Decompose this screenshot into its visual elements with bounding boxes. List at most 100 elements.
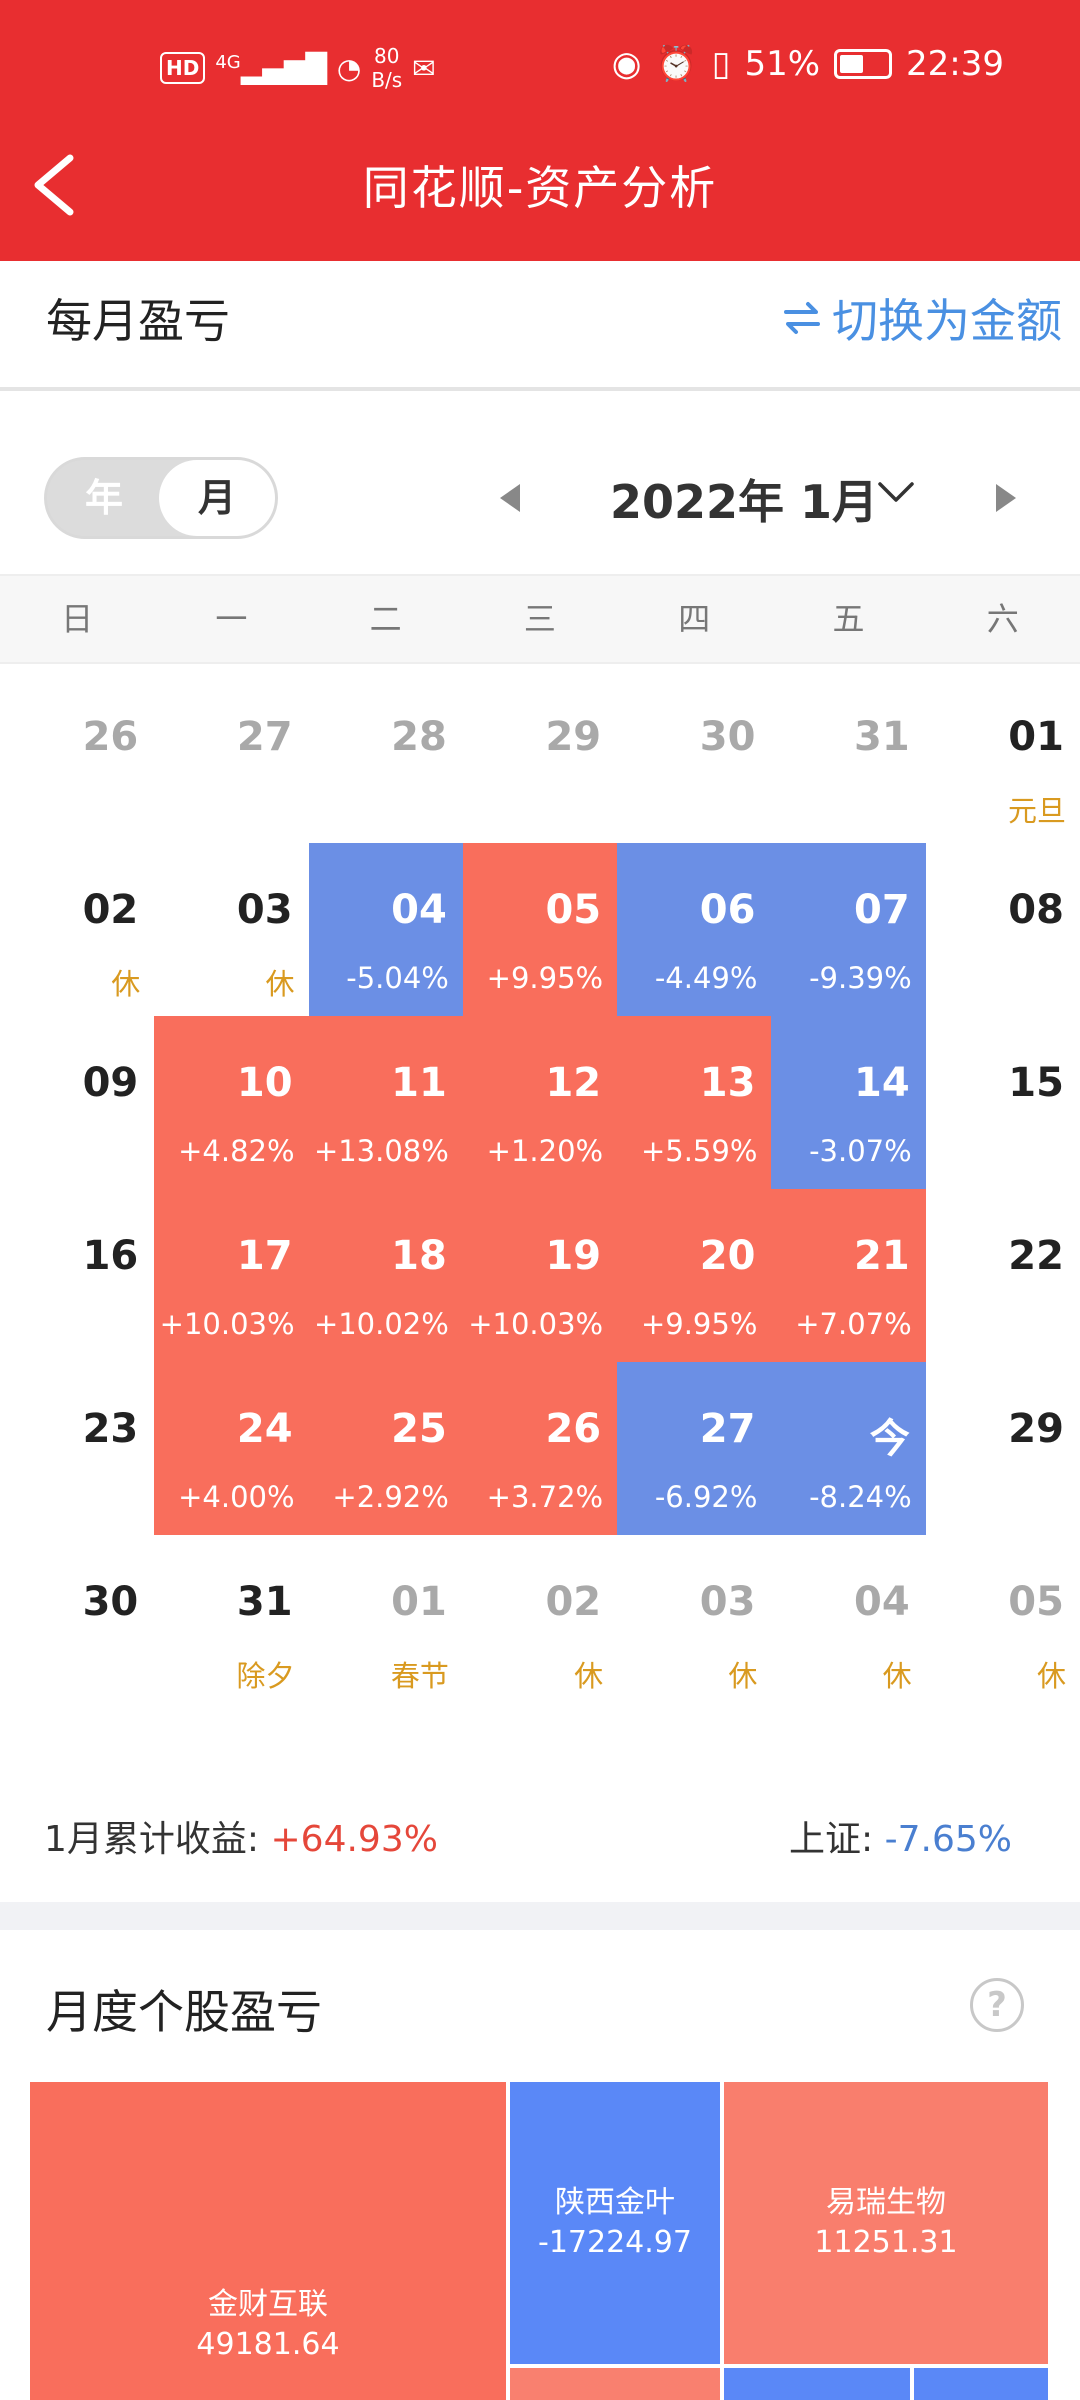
calendar-day[interactable]: 12 +1.20% (462, 1016, 618, 1189)
calendar-day[interactable]: 03 休 (154, 843, 308, 1016)
weekday-sun: 日 (61, 600, 94, 638)
net-speed-unit: B/s (371, 68, 403, 92)
month-return: 1月累计收益: +64.93% (44, 1810, 438, 1862)
calendar-day[interactable]: 30 (0, 1535, 154, 1708)
weekday-sat: 六 (986, 600, 1019, 638)
calendar-day[interactable]: 14 -3.07% (771, 1016, 926, 1189)
day-sub: +9.95% (640, 1307, 758, 1341)
day-number: 15 (1008, 1060, 1064, 1106)
net-speed: 80 B/s (371, 44, 402, 92)
day-sub: 休 (574, 1659, 604, 1693)
calendar-day[interactable]: 26 +3.72% (462, 1362, 618, 1535)
calendar-day[interactable]: 16 (0, 1189, 154, 1362)
calendar-day[interactable]: 17 +10.03% (154, 1189, 309, 1362)
calendar-day[interactable]: 15 (926, 1016, 1080, 1189)
day-number: 03 (699, 1579, 756, 1625)
treemap-tile[interactable] (912, 2366, 1050, 2400)
day-sub: -4.49% (654, 961, 758, 995)
day-number: 26 (545, 1406, 602, 1452)
calendar-day[interactable]: 25 +2.92% (308, 1362, 463, 1535)
month-summary: 1月累计收益: +64.93% 上证: -7.65% (0, 1790, 1080, 1880)
calendar-day[interactable]: 02 休 (0, 843, 154, 1016)
index-return-label: 上证: (789, 1819, 874, 1860)
calendar-day[interactable]: 09 (0, 1016, 154, 1189)
calendar-day[interactable]: 21 +7.07% (771, 1189, 926, 1362)
calendar-day[interactable]: 29 (463, 670, 617, 843)
calendar-day[interactable]: 22 (926, 1189, 1080, 1362)
calendar-day[interactable]: 08 (926, 843, 1080, 1016)
treemap-tile[interactable] (722, 2366, 912, 2400)
day-number: 10 (236, 1060, 293, 1106)
calendar-day[interactable]: 10 +4.82% (154, 1016, 309, 1189)
day-number: 06 (699, 887, 756, 933)
calendar-day[interactable]: 31 除夕 (154, 1535, 308, 1708)
calendar-day[interactable]: 03 休 (617, 1535, 771, 1708)
weekday-thu: 四 (678, 600, 711, 638)
calendar-day[interactable]: 07 -9.39% (771, 843, 926, 1016)
net-speed-value: 80 (374, 44, 400, 68)
month-label[interactable]: 2022年 1月 (610, 475, 879, 529)
calendar-day[interactable]: 20 +9.95% (617, 1189, 772, 1362)
switch-amount-button[interactable]: 切换为金额 (780, 285, 1062, 351)
calendar-day[interactable]: 28 (309, 670, 463, 843)
battery-icon (834, 49, 893, 79)
calendar-day[interactable]: 01 春节 (309, 1535, 463, 1708)
weekday-mon: 一 (215, 600, 248, 638)
page-title: 同花顺-资产分析 (362, 161, 718, 215)
calendar-day[interactable]: 27 -6.92% (617, 1362, 772, 1535)
calendar-day[interactable]: 29 (926, 1362, 1080, 1535)
day-number: 14 (854, 1060, 910, 1106)
calendar-day[interactable]: 05 休 (926, 1535, 1080, 1708)
calendar-day[interactable]: 04 休 (771, 1535, 925, 1708)
calendar-day[interactable]: 02 休 (463, 1535, 617, 1708)
stock-pnl-title: 月度个股盈亏 (46, 1985, 322, 2039)
day-number: 02 (545, 1579, 602, 1625)
calendar-day[interactable]: 04 -5.04% (308, 843, 463, 1016)
toggle-month[interactable]: 月 (159, 460, 275, 536)
day-number: 04 (854, 1579, 910, 1625)
treemap-tile[interactable]: 陕西金叶 -17224.97 (508, 2080, 722, 2366)
calendar-day[interactable]: 31 (771, 670, 925, 843)
tile-value: 11251.31 (814, 2225, 958, 2260)
treemap-tile[interactable] (508, 2366, 722, 2400)
index-return-value: -7.65% (884, 1819, 1012, 1860)
weekday-wed: 三 (523, 600, 556, 638)
day-number: 31 (236, 1579, 293, 1625)
day-number: 05 (1008, 1579, 1064, 1625)
calendar-day[interactable]: 今 -8.24% (771, 1362, 926, 1535)
toggle-year[interactable]: 年 (84, 476, 123, 520)
day-sub: -3.07% (809, 1134, 912, 1168)
calendar-day[interactable]: 11 +13.08% (308, 1016, 463, 1189)
wifi-icon: ◔ (336, 51, 362, 85)
tile-value: 49181.64 (196, 2327, 340, 2362)
section-head: 每月盈亏 切换为金额 (0, 261, 1080, 391)
calendar-day[interactable]: 26 (0, 670, 154, 843)
status-left: HD 4G▂▄▆█ ◔ 80 B/s ✉ (160, 44, 436, 92)
calendar-day[interactable]: 01 元旦 (926, 670, 1080, 843)
calendar-day[interactable]: 06 -4.49% (617, 843, 772, 1016)
day-sub: -6.92% (654, 1480, 758, 1514)
day-sub: +5.59% (640, 1134, 758, 1168)
calendar-day[interactable]: 19 +10.03% (462, 1189, 618, 1362)
calendar-day[interactable]: 18 +10.02% (308, 1189, 463, 1362)
calendar-day[interactable]: 05 +9.95% (462, 843, 618, 1016)
help-icon[interactable]: ? (970, 1978, 1024, 2032)
day-number: 27 (236, 714, 293, 760)
day-number: 07 (854, 887, 910, 933)
weekday-fri: 五 (832, 600, 865, 638)
calendar-day[interactable]: 23 (0, 1362, 154, 1535)
day-sub: 元旦 (1007, 794, 1066, 828)
treemap-tile[interactable]: 金财互联 49181.64 (28, 2080, 508, 2400)
prev-month-icon[interactable] (500, 484, 520, 512)
calendar-day[interactable]: 27 (154, 670, 308, 843)
calendar-day[interactable]: 24 +4.00% (154, 1362, 309, 1535)
index-return: 上证: -7.65% (789, 1810, 1012, 1862)
day-number: 20 (699, 1233, 756, 1279)
calendar-day[interactable]: 30 (617, 670, 771, 843)
section-title: 每月盈亏 (46, 294, 230, 348)
chevron-down-icon[interactable] (876, 478, 916, 508)
calendar-day[interactable]: 13 +5.59% (617, 1016, 772, 1189)
back-button[interactable] (24, 150, 94, 220)
next-month-icon[interactable] (996, 484, 1016, 512)
treemap-tile[interactable]: 易瑞生物 11251.31 (722, 2080, 1050, 2366)
